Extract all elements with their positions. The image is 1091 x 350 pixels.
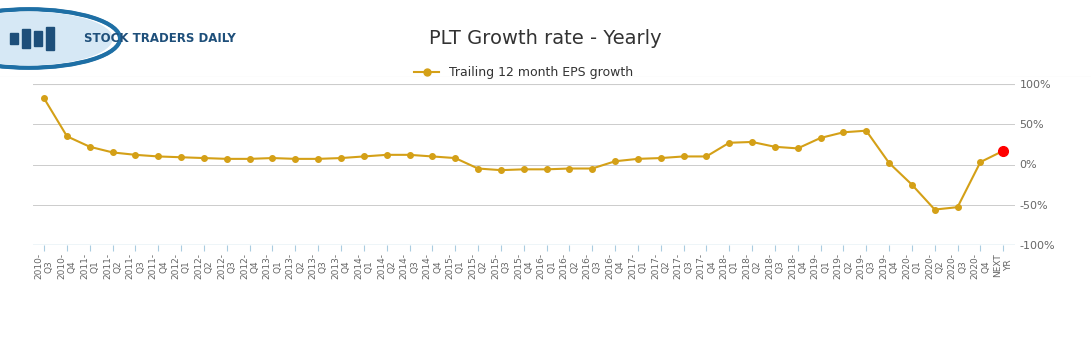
Bar — [34, 31, 41, 46]
Bar — [46, 27, 53, 50]
Text: PLT Growth rate - Yearly: PLT Growth rate - Yearly — [429, 29, 662, 48]
Legend: Trailing 12 month EPS growth: Trailing 12 month EPS growth — [409, 61, 638, 84]
Bar — [22, 29, 29, 48]
Circle shape — [0, 12, 112, 65]
Bar — [10, 33, 17, 44]
Text: STOCK TRADERS DAILY: STOCK TRADERS DAILY — [84, 32, 236, 45]
